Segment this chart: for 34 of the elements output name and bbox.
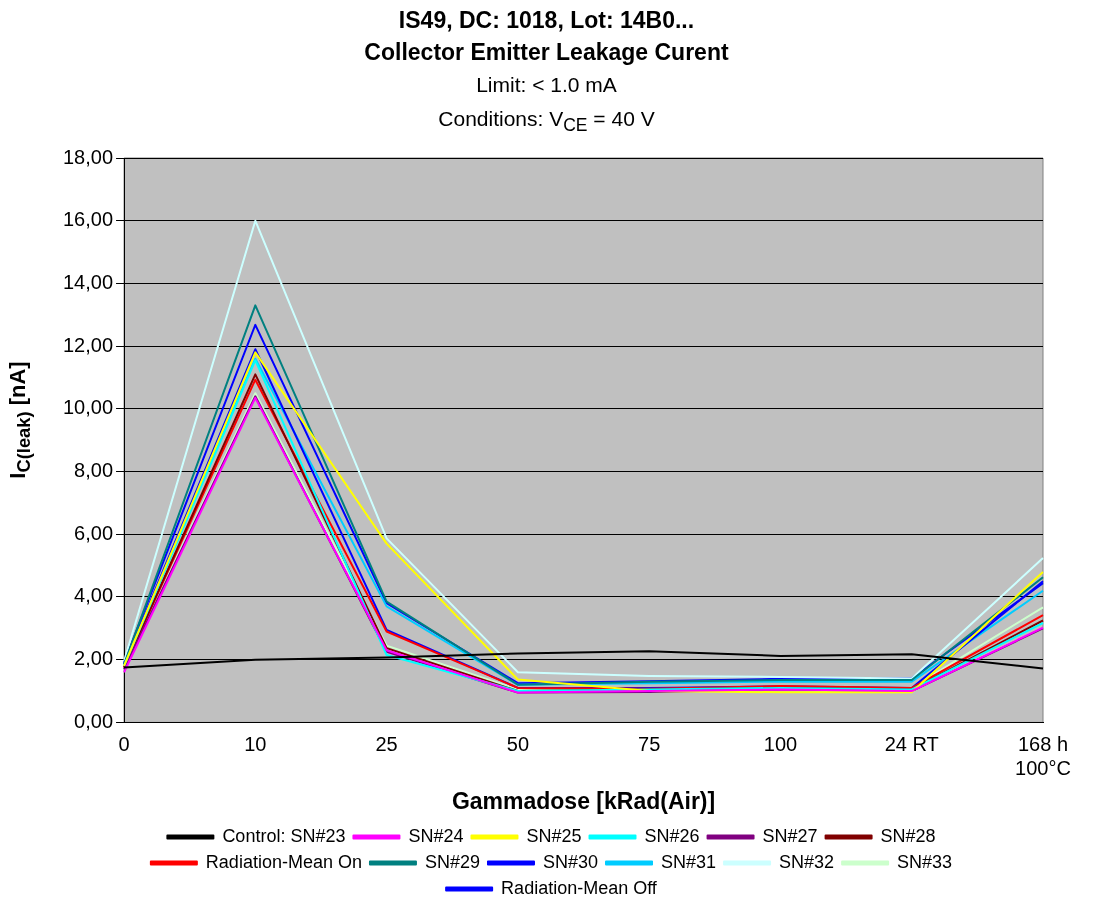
legend-label: SN#27 [762,825,818,846]
legend-label: SN#26 [644,825,700,846]
x-tick-label: 100 [763,732,798,755]
y-tick-label: 12,00 [62,333,114,356]
y-tick-label: 14,00 [62,270,114,293]
legend-label: SN#33 [897,851,953,872]
y-tick-label: 16,00 [62,208,114,231]
legend-label: SN#32 [779,851,835,872]
chart-title: IS49, DC: 1018, Lot: 14B0... Collector Emitter Leakage Curent [363,6,730,67]
y-tick-label: 6,00 [74,521,114,544]
legend-label: SN#25 [526,825,582,846]
legend-label: SN#31 [661,851,717,872]
chart-subtitle: Limit: < 1.0 mA Conditions: V$_{CE}$ = 40 V [437,72,656,138]
y-tick-label: 8,00 [74,459,114,482]
legend-label: Control: SN#23 [222,825,346,846]
legend-label: Radiation-Mean Off [501,877,658,898]
legend-label: SN#30 [542,851,599,872]
x-tick-label: 24 RT [884,732,939,755]
legend-label: SN#29 [424,851,480,872]
x-axis-title: Gammadose [kRad(Air)] [451,787,716,814]
x-tick-label: 0 [118,732,130,755]
y-tick-label: 18,00 [62,145,114,168]
y-tick-label: 4,00 [74,584,114,607]
legend-label: SN#28 [880,825,936,846]
y-tick-label: 10,00 [62,396,114,419]
y-tick-label: 2,00 [74,647,114,670]
y-tick-label: 0,00 [74,709,114,732]
x-tick-label: 168 h 100°C [1015,732,1071,779]
x-tick-label: 25 [375,732,398,755]
x-tick-label: 75 [638,732,661,755]
legend-label: Radiation-Mean On [205,851,362,872]
legend-label: SN#24 [408,825,464,846]
x-tick-label: 50 [506,732,530,755]
x-tick-label: 10 [244,732,267,755]
